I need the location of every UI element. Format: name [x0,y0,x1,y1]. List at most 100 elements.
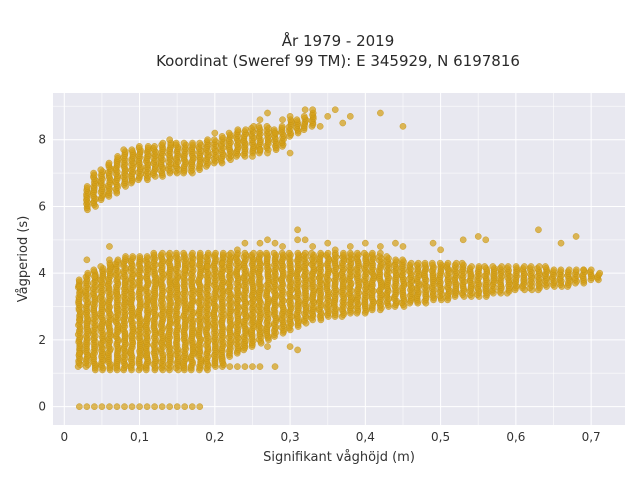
data-point [587,266,595,274]
y-axis-ticks: 0 2 4 6 8 [38,133,46,414]
x-tick-label: 0,2 [205,430,224,444]
data-point [407,259,415,267]
y-tick-label: 6 [38,199,46,213]
data-point [129,253,136,260]
data-point [481,263,489,270]
data-point [219,259,226,267]
data-point [294,346,301,354]
data-point [421,259,429,267]
data-point [106,403,113,410]
data-point [76,349,83,357]
data-point [90,169,97,177]
data-point [285,249,293,257]
data-point [377,249,384,257]
data-point [264,343,271,350]
data-point [166,136,173,144]
data-point [204,249,212,257]
data-point [346,243,354,250]
data-point [180,139,188,147]
x-tick-label: 0,5 [431,430,450,444]
data-point [234,126,242,134]
data-point [294,236,301,244]
data-point [294,249,302,257]
data-point [219,249,227,257]
data-point [234,246,241,254]
data-point [159,139,167,147]
data-point [151,143,158,150]
data-point [271,363,279,370]
data-point [301,249,309,257]
data-point [97,166,105,174]
data-point [196,139,203,147]
data-point [580,266,587,274]
data-point [512,263,520,270]
data-point [347,249,354,257]
data-point [286,343,294,350]
data-point [286,113,294,120]
data-point [278,249,286,257]
data-point [339,119,347,127]
data-point [218,133,226,140]
data-point [181,266,189,274]
data-point [324,249,332,257]
x-tick-label: 0,1 [130,430,149,444]
data-point [241,363,249,370]
data-point [121,403,128,410]
data-point [399,256,406,264]
data-point [377,109,384,117]
data-point [271,129,279,137]
data-point [91,273,98,280]
x-axis-ticks: 0 0,1 0,2 0,3 0,4 0,5 0,6 0,7 [60,430,600,444]
data-point [294,226,301,234]
data-point [309,243,316,250]
data-point [225,129,233,137]
data-point [324,113,332,120]
data-point [166,403,173,410]
data-point [489,263,497,270]
data-point [106,243,113,250]
data-point [301,236,309,244]
data-point [159,249,166,257]
data-point [557,239,565,247]
data-point [362,239,369,247]
data-point [242,126,249,134]
data-point [415,259,422,267]
data-point [437,246,444,254]
data-point [158,403,166,410]
data-point [173,249,180,257]
data-point [263,249,270,257]
data-point [436,259,444,267]
data-point [76,283,83,290]
data-point [429,259,436,267]
data-point [90,266,98,274]
data-point [189,249,196,257]
data-point [542,263,549,270]
x-tick-label: 0 [60,430,68,444]
data-point [271,239,279,247]
data-point [264,149,271,157]
data-point [256,239,264,247]
data-point [84,269,92,277]
data-point [250,249,257,257]
data-point [468,263,475,270]
data-point [550,266,558,274]
data-point [279,243,286,250]
data-point [256,146,264,154]
data-point [173,403,181,410]
data-point [211,136,218,144]
data-point [474,233,482,240]
data-point [203,263,211,270]
data-point [105,159,113,167]
data-points [74,106,604,410]
data-point [565,266,573,274]
data-point [331,246,339,254]
data-point [128,403,136,410]
data-point [120,146,128,154]
data-point [241,239,249,247]
x-axis-label: Signifikant våghöjd (m) [263,450,415,465]
data-point [83,256,91,264]
y-tick-label: 4 [38,266,46,280]
data-point [83,183,91,190]
data-point [392,256,399,264]
